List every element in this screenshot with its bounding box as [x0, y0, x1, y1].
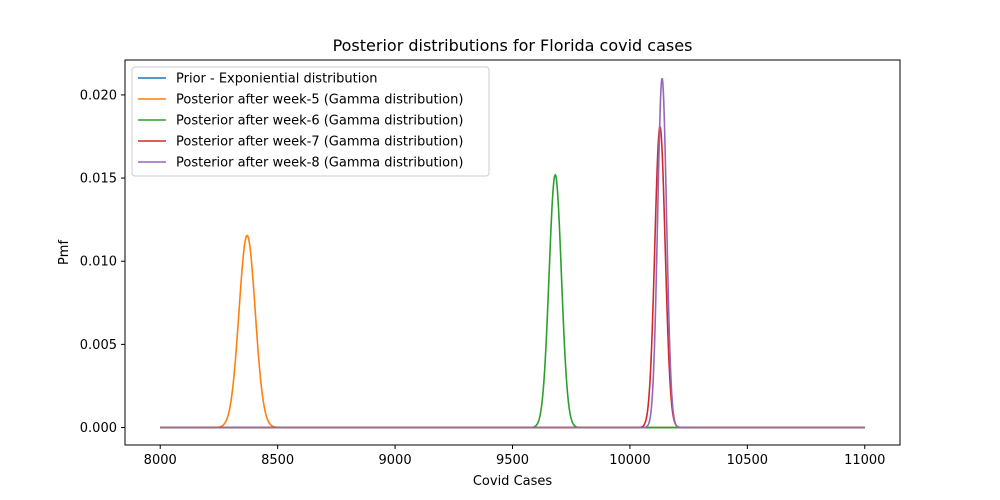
y-tick-label: 0.005 — [80, 338, 117, 353]
x-axis: 8000 8500 9000 9500 10000 10500 11000 — [144, 445, 885, 468]
series-line-3 — [159, 173, 866, 429]
x-tick-label: 9000 — [379, 453, 412, 468]
y-tick-label: 0.000 — [80, 421, 117, 436]
chart-title: Posterior distributions for Florida covi… — [333, 36, 693, 55]
x-tick-label: 10000 — [609, 453, 650, 468]
series-line-5 — [159, 77, 866, 429]
legend-box — [131, 66, 490, 177]
y-tick-label: 0.015 — [80, 172, 117, 187]
x-tick-label: 8000 — [144, 453, 177, 468]
y-axis: 0.000 0.005 0.010 0.015 0.020 — [80, 88, 125, 436]
x-tick-label: 10500 — [727, 453, 768, 468]
x-tick-label: 8500 — [261, 453, 294, 468]
y-axis-label: Pmf — [57, 240, 72, 266]
legend-entry: Posterior after week-5 (Gamma distributi… — [176, 93, 463, 108]
x-axis-label: Covid Cases — [473, 474, 553, 489]
x-tick-label: 9500 — [496, 453, 529, 468]
y-tick-label: 0.020 — [80, 88, 117, 103]
legend-entry: Posterior after week-8 (Gamma distributi… — [176, 156, 463, 171]
legend-entry: Posterior after week-7 (Gamma distributi… — [176, 135, 463, 150]
series-layer — [159, 77, 866, 429]
legend: Prior - Exponiential distribution Posteri… — [131, 66, 490, 177]
y-tick-label: 0.010 — [80, 255, 117, 270]
x-tick-label: 11000 — [844, 453, 885, 468]
legend-entry: Prior - Exponiential distribution — [176, 72, 378, 87]
legend-entry: Posterior after week-6 (Gamma distributi… — [176, 114, 463, 129]
series-line-2 — [159, 234, 866, 429]
